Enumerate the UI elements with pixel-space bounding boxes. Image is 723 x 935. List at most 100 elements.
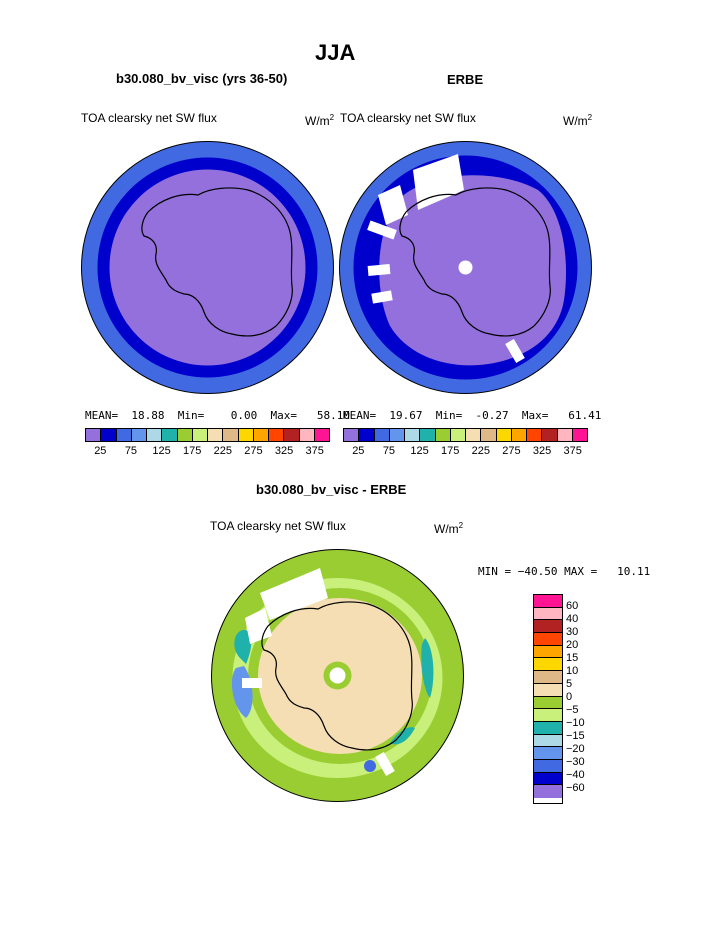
colorbar-swatch — [314, 429, 329, 441]
colorbar-swatch — [534, 633, 562, 646]
colorbar-tick-label: 25 — [352, 445, 365, 457]
right-polar-map — [339, 141, 592, 394]
colorbar-swatch — [481, 429, 497, 441]
colorbar-swatch — [534, 620, 562, 634]
colorbar-tick-label: 10 — [566, 665, 579, 677]
colorbar-swatch — [269, 429, 285, 441]
colorbar-swatch — [86, 429, 102, 441]
left-field-label: TOA clearsky net SW flux — [81, 111, 217, 125]
colorbar-swatch — [527, 429, 543, 441]
right-panel-title: ERBE — [447, 72, 484, 87]
colorbar-swatch — [534, 721, 562, 735]
diff-units: W/m2 — [434, 521, 464, 536]
left-units: W/m2 — [305, 113, 335, 128]
colorbar-swatch — [534, 785, 562, 798]
colorbar-swatch — [466, 429, 482, 441]
colorbar-swatch — [534, 595, 562, 608]
colorbar-swatch — [534, 772, 562, 786]
colorbar-tick-label: 175 — [183, 445, 202, 457]
colorbar-tick-label: 375 — [305, 445, 324, 457]
diff-minmax: MIN = −40.50 MAX = 10.11 — [478, 565, 651, 578]
colorbar-tick-label: 175 — [441, 445, 460, 457]
colorbar-tick-label: −20 — [566, 743, 585, 755]
colorbar-tick-label: 225 — [213, 445, 232, 457]
diff-panel-title: b30.080_bv_visc - ERBE — [256, 482, 407, 497]
colorbar-tick-label: 30 — [566, 626, 579, 638]
left-panel-title: b30.080_bv_visc (yrs 36-50) — [116, 71, 288, 86]
colorbar-tick-label: 0 — [566, 691, 573, 703]
left-colorbar — [85, 428, 330, 442]
colorbar-tick-label: 20 — [566, 639, 579, 651]
colorbar-tick-label: −40 — [566, 769, 585, 781]
colorbar-swatch — [177, 429, 193, 441]
colorbar-tick-label: 275 — [502, 445, 521, 457]
right-colorbar-ticks: 25 75 125 175 225 275 325 375 — [343, 445, 588, 459]
colorbar-tick-label: −30 — [566, 756, 585, 768]
colorbar-swatch — [534, 607, 562, 621]
colorbar-swatch — [534, 759, 562, 773]
colorbar-swatch — [389, 429, 405, 441]
diff-field-label: TOA clearsky net SW flux — [210, 519, 346, 533]
colorbar-tick-label: 15 — [566, 652, 579, 664]
season-title: JJA — [315, 40, 356, 65]
left-polar-map — [81, 141, 334, 394]
colorbar-swatch — [284, 429, 300, 441]
diff-polar-map — [211, 549, 464, 802]
colorbar-swatch — [534, 734, 562, 748]
colorbar-swatch — [131, 429, 147, 441]
colorbar-tick-label: 40 — [566, 613, 579, 625]
colorbar-swatch — [534, 645, 562, 659]
colorbar-swatch — [534, 696, 562, 710]
right-colorbar — [343, 428, 588, 442]
colorbar-tick-label: 5 — [566, 678, 573, 690]
colorbar-swatch — [542, 429, 558, 441]
colorbar-tick-label: 125 — [152, 445, 171, 457]
colorbar-tick-label: −5 — [566, 704, 579, 716]
colorbar-tick-label: 275 — [244, 445, 263, 457]
colorbar-swatch — [253, 429, 269, 441]
left-colorbar-ticks: 25 75 125 175 225 275 325 375 — [85, 445, 330, 459]
left-stats: MEAN= 18.88 Min= 0.00 Max= 58.10 — [85, 409, 350, 422]
colorbar-swatch — [359, 429, 375, 441]
colorbar-swatch — [101, 429, 117, 441]
colorbar-swatch — [192, 429, 208, 441]
colorbar-tick-label: 325 — [274, 445, 294, 457]
colorbar-tick-label: 125 — [410, 445, 429, 457]
colorbar-swatch — [534, 671, 562, 684]
colorbar-swatch — [572, 429, 587, 441]
colorbar-tick-label: 325 — [532, 445, 552, 457]
diff-colorbar — [533, 594, 563, 804]
colorbar-swatch — [435, 429, 451, 441]
colorbar-tick-label: 375 — [563, 445, 582, 457]
right-units: W/m2 — [563, 113, 593, 128]
colorbar-tick-label: 75 — [124, 445, 138, 457]
colorbar-swatch — [534, 683, 562, 697]
antarctica-coastline — [141, 187, 293, 337]
colorbar-swatch — [534, 747, 562, 760]
right-stats: MEAN= 19.67 Min= -0.27 Max= 61.41 — [343, 409, 602, 422]
right-field-label: TOA clearsky net SW flux — [340, 111, 476, 125]
colorbar-swatch — [162, 429, 178, 441]
colorbar-swatch — [496, 429, 512, 441]
colorbar-swatch — [450, 429, 466, 441]
colorbar-swatch — [147, 429, 163, 441]
colorbar-swatch — [420, 429, 436, 441]
colorbar-tick-label: 60 — [566, 600, 579, 612]
colorbar-swatch — [374, 429, 390, 441]
colorbar-tick-label: −15 — [566, 730, 585, 742]
colorbar-tick-label: 75 — [382, 445, 396, 457]
colorbar-tick-label: −60 — [566, 782, 585, 794]
colorbar-swatch — [344, 429, 360, 441]
colorbar-swatch — [511, 429, 527, 441]
colorbar-swatch — [116, 429, 132, 441]
colorbar-swatch — [405, 429, 421, 441]
colorbar-tick-label: −10 — [566, 717, 585, 729]
colorbar-swatch — [534, 709, 562, 722]
colorbar-swatch — [208, 429, 224, 441]
colorbar-swatch — [299, 429, 315, 441]
colorbar-swatch — [557, 429, 573, 441]
colorbar-tick-label: 25 — [94, 445, 107, 457]
colorbar-tick-label: 225 — [471, 445, 490, 457]
colorbar-swatch — [223, 429, 239, 441]
colorbar-swatch — [238, 429, 254, 441]
